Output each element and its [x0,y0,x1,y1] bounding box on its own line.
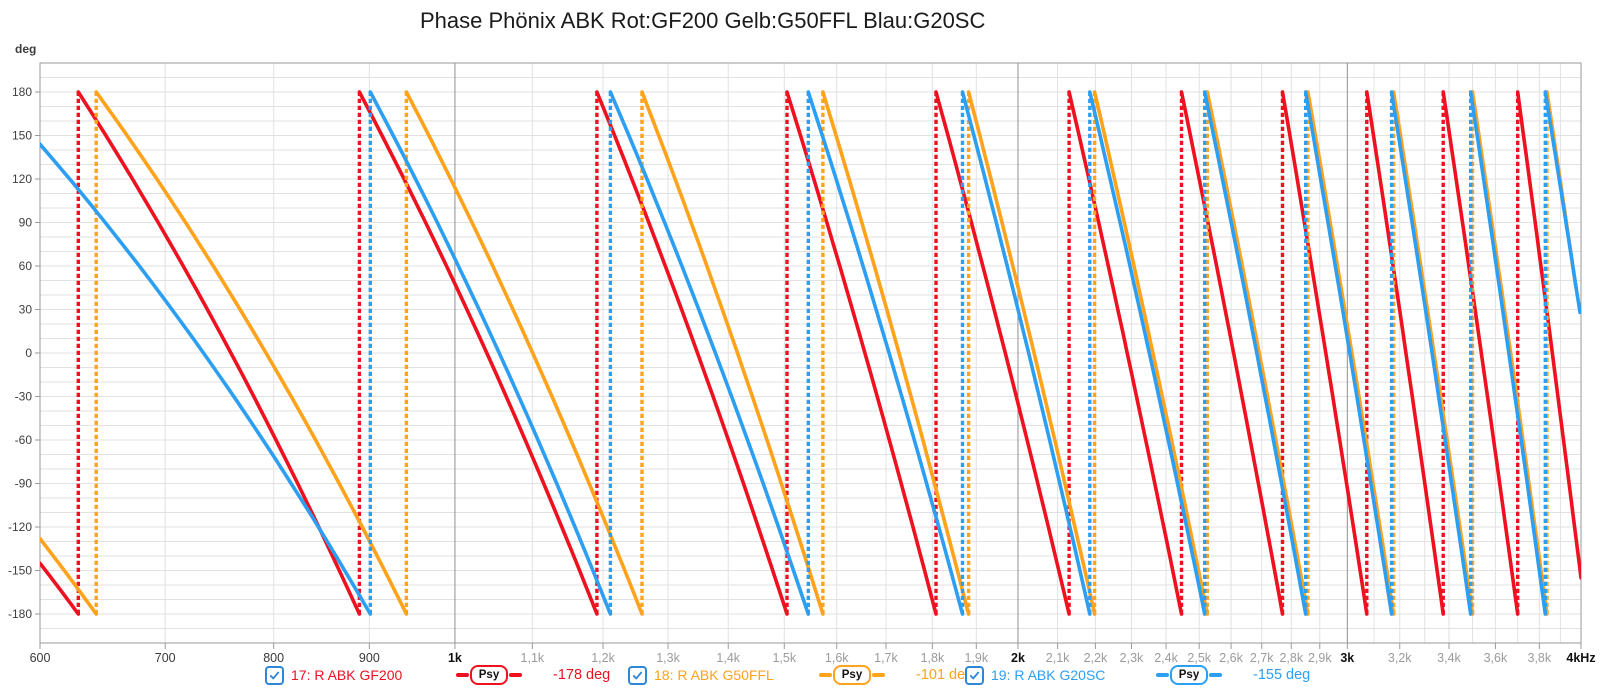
series-label[interactable]: 19: R ABK G20SC [991,667,1106,683]
x-tick-label: 3,6k [1484,651,1508,665]
legend-item: 19: R ABK G20SC Psy -155 deg [965,662,1310,688]
y-tick-label: -30 [15,390,33,404]
x-tick-label: 1,3k [656,651,680,665]
smoothing-badge[interactable]: Psy [1139,665,1239,685]
x-tick-label: 1,9k [964,651,988,665]
series-label[interactable]: 17: R ABK GF200 [291,667,403,683]
line-sample [455,672,469,678]
x-tick-label: 2,2k [1084,651,1108,665]
x-tick-label: 3,4k [1437,651,1461,665]
smoothing-badge[interactable]: Psy [802,665,902,685]
series-19: R ABK G20SC [40,90,1581,616]
x-tick-label: 3k [1340,651,1354,665]
series-visibility-checkbox[interactable] [965,665,984,685]
series-17: R ABK GF200 [40,90,1581,616]
chart-title: Phase Phönix ABK Rot:GF200 Gelb:G50FFL B… [420,8,986,33]
x-tick-label: 2,5k [1187,651,1211,665]
x-tick-label: 800 [263,651,284,665]
x-tick-label: 1,4k [716,651,740,665]
x-tick-label: 700 [155,651,176,665]
y-tick-label: -90 [15,477,33,491]
legend: 17: R ABK GF200 Psy -178 deg 18: R ABK G… [0,662,1600,692]
series-visibility-checkbox[interactable] [628,665,647,685]
x-tick-label: 1,5k [772,651,796,665]
line-sample [872,672,886,678]
x-axis-labels: 600 700 800 900 1k 1,1k 1,2k 1,3k 1,4k 1,5k 1,6k 1,… [30,643,1596,665]
line-sample [818,672,832,678]
x-tick-label: 2,4k [1154,651,1178,665]
series-visibility-checkbox[interactable] [265,665,284,685]
y-tick-label: 60 [19,259,33,273]
x-tick-label: 4kHz [1566,651,1595,665]
series-label[interactable]: 18: R ABK G50FFL [654,667,774,683]
x-tick-label: 1,7k [874,651,898,665]
x-tick-label: 1,2k [591,651,615,665]
cursor-value: -178 deg [553,667,611,683]
line-sample [1155,672,1169,678]
x-tick-label: 2,7k [1250,651,1274,665]
phase-curves [40,90,1581,616]
x-tick-label: 2,6k [1219,651,1243,665]
y-tick-label: 180 [12,85,32,99]
legend-item: 17: R ABK GF200 Psy -178 deg [265,662,610,688]
x-tick-label: 2,1k [1046,651,1070,665]
smoothing-badge[interactable]: Psy [439,665,539,685]
x-tick-label: 1,6k [825,651,849,665]
legend-item: 18: R ABK G50FFL Psy -101 deg [628,662,973,688]
cursor-value: -101 deg [916,667,974,683]
x-tick-label: 600 [30,651,51,665]
y-axis-labels: 180 150 120 90 60 30 0 -30 -60 -90 -120 -150 -180 [8,85,40,621]
x-tick-label: 3,2k [1388,651,1412,665]
line-sample [1209,672,1223,678]
x-tick-label: 2k [1011,651,1025,665]
x-tick-label: 3,8k [1528,651,1552,665]
y-tick-label: 0 [25,346,32,360]
y-tick-label: 150 [12,129,32,143]
x-tick-label: 900 [359,651,380,665]
x-tick-label: 1,1k [521,651,545,665]
y-tick-label: 30 [19,303,33,317]
y-axis-unit-label: deg [15,42,37,56]
x-tick-label: 1,8k [921,651,945,665]
x-tick-label: 2,8k [1279,651,1303,665]
x-tick-label: 2,3k [1120,651,1144,665]
x-tick-label: 2,9k [1308,651,1332,665]
line-sample [509,672,523,678]
cursor-value: -155 deg [1253,667,1311,683]
y-tick-label: 120 [12,172,32,186]
y-tick-label: 90 [19,216,33,230]
y-tick-label: -180 [8,607,32,621]
y-tick-label: -150 [8,564,32,578]
y-tick-label: -60 [15,433,33,447]
x-tick-label: 1k [448,651,462,665]
y-tick-label: -120 [8,520,32,534]
